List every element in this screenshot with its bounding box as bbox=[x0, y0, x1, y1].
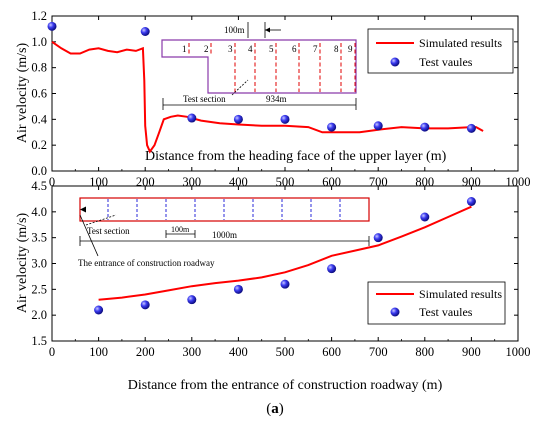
dim-arrow-head bbox=[265, 27, 270, 33]
top-y-tick-label: 1.0 bbox=[31, 35, 47, 49]
section-number: 4 bbox=[248, 44, 253, 54]
bottom-schematic: Test section 100m 1000m The entrance of … bbox=[78, 197, 370, 268]
top-y-tick-label: 0.4 bbox=[31, 112, 47, 126]
bottom-legend-box bbox=[367, 281, 506, 325]
section-number: 5 bbox=[269, 44, 274, 54]
bottom-x-tick-label: 800 bbox=[415, 345, 434, 359]
bottom-x-tick-label: 400 bbox=[229, 345, 248, 359]
test-section-pointer-bottom bbox=[85, 214, 117, 226]
top-test-point bbox=[187, 113, 197, 123]
bottom-x-tick-label: 500 bbox=[276, 345, 295, 359]
section-number: 9 bbox=[348, 44, 353, 54]
section-number: 7 bbox=[313, 44, 318, 54]
bottom-legend-marker-swatch bbox=[390, 307, 400, 317]
section-number: 1 bbox=[182, 44, 187, 54]
top-y-tick-label: 0.2 bbox=[31, 138, 47, 152]
bottom-test-point bbox=[420, 212, 430, 222]
bottom-x-tick-label: 900 bbox=[462, 345, 481, 359]
top-y-tick-label: 0.8 bbox=[31, 61, 47, 75]
top-x-axis-label: Distance from the heading face of the up… bbox=[145, 149, 447, 164]
top-y-axis-label: Air velocity (m/s) bbox=[15, 43, 30, 144]
top-legend-marker-swatch bbox=[390, 57, 400, 67]
top-test-point bbox=[47, 21, 57, 31]
section-number: 3 bbox=[228, 44, 233, 54]
top-test-point bbox=[420, 122, 430, 132]
entrance-label: The entrance of construction roadway bbox=[78, 258, 215, 268]
bottom-y-tick-label: 1.5 bbox=[31, 334, 47, 348]
top-test-point bbox=[233, 114, 243, 124]
entrance-marker bbox=[80, 206, 86, 213]
bottom-y-tick-label: 3.0 bbox=[31, 257, 47, 271]
bottom-test-point bbox=[280, 279, 290, 289]
top-y-tick-label: 1.2 bbox=[31, 9, 47, 23]
top-x-tick-label: 0 bbox=[49, 175, 55, 189]
bottom-y-tick-label: 2.0 bbox=[31, 308, 47, 322]
section-number: 8 bbox=[334, 44, 339, 54]
bottom-panel: 0 100 200 300 400 500 600 700 800 900 1000 1.5 2.0 2.… bbox=[15, 179, 531, 393]
bottom-test-point bbox=[140, 300, 150, 310]
bottom-y-tick-label: 4.0 bbox=[31, 205, 47, 219]
top-test-point bbox=[140, 27, 150, 36]
bottom-test-point bbox=[327, 264, 337, 274]
bottom-length-label: 1000m bbox=[212, 230, 237, 240]
top-test-point bbox=[327, 122, 337, 132]
top-y-tick-label: 0.6 bbox=[31, 87, 47, 101]
bottom-x-tick-label: 0 bbox=[49, 345, 55, 359]
roadway-outline bbox=[161, 39, 357, 94]
bottom-x-tick-label: 700 bbox=[369, 345, 388, 359]
bottom-legend-simulated: Simulated results bbox=[419, 287, 502, 301]
figure-caption: (a) bbox=[266, 401, 284, 417]
bottom-x-axis-label: Distance from the entrance of constructi… bbox=[128, 378, 443, 393]
top-legend-box bbox=[367, 28, 514, 74]
bottom-legend-test: Test vaules bbox=[419, 305, 473, 319]
bottom-y-tick-label: 3.5 bbox=[31, 231, 47, 245]
bottom-test-point bbox=[94, 305, 104, 315]
bottom-y-axis-label: Air velocity (m/s) bbox=[15, 213, 30, 314]
top-panel: 0 100 200 300 400 500 600 700 800 900 10000.00.20.… bbox=[15, 9, 531, 189]
section-number: 6 bbox=[292, 44, 297, 54]
bottom-test-point bbox=[233, 284, 243, 294]
bottom-x-tick-label: 1000 bbox=[506, 345, 531, 359]
bottom-dim-label: 100m bbox=[171, 225, 190, 234]
top-test-point bbox=[280, 114, 290, 124]
top-legend: Simulated results Test vaules bbox=[367, 28, 514, 74]
bottom-x-tick-label: 300 bbox=[182, 345, 201, 359]
bottom-y-tick-label: 4.5 bbox=[31, 179, 47, 193]
top-dim-label: 100m bbox=[224, 25, 245, 35]
top-length-label: 934m bbox=[266, 94, 287, 104]
bottom-test-point bbox=[373, 233, 383, 243]
test-section-pointer bbox=[231, 79, 249, 96]
bottom-x-tick-label: 600 bbox=[322, 345, 341, 359]
bottom-test-point bbox=[466, 197, 476, 206]
bottom-legend: Simulated results Test vaules bbox=[367, 281, 506, 325]
top-test-section-label: Test section bbox=[183, 94, 226, 104]
bottom-x-tick-label: 100 bbox=[89, 345, 108, 359]
section-number: 2 bbox=[204, 44, 209, 54]
bottom-x-tick-label: 200 bbox=[136, 345, 155, 359]
top-test-point bbox=[466, 123, 476, 133]
top-legend-simulated: Simulated results bbox=[419, 36, 502, 50]
bottom-y-tick-label: 2.5 bbox=[31, 282, 47, 296]
top-legend-test: Test vaules bbox=[419, 55, 473, 69]
bottom-test-point bbox=[187, 295, 197, 305]
entrance-pointer bbox=[79, 214, 99, 257]
bottom-test-section-label: Test section bbox=[87, 226, 130, 236]
top-test-point bbox=[373, 121, 383, 131]
bottom-simulated-line bbox=[98, 205, 472, 301]
top-y-tick-label: 0.0 bbox=[31, 164, 47, 178]
